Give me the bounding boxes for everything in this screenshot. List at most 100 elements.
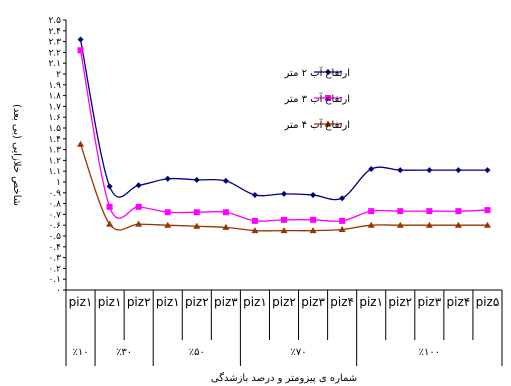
series-point <box>222 209 229 216</box>
series-point <box>425 221 433 228</box>
y-tick-label: ۱.۵ <box>48 124 61 134</box>
category-label: piz۱ <box>69 295 93 309</box>
category-label: piz۳ <box>301 295 325 309</box>
y-tick-label: ۰.۹ <box>48 189 61 199</box>
category-label: piz۱ <box>243 295 267 309</box>
y-tick-label: ۰.۴ <box>48 243 61 253</box>
series-point <box>455 208 462 215</box>
series-point <box>397 208 404 215</box>
series-point <box>193 209 200 216</box>
y-tick-label: ۱.۶ <box>48 113 61 123</box>
category-label: piz۱ <box>156 295 180 309</box>
series-point <box>106 183 113 190</box>
y-tick-label: ۲ <box>56 70 61 80</box>
y-tick-label: ۱.۲ <box>48 156 61 166</box>
y-tick-label: ۲.۵ <box>48 16 61 26</box>
series-point <box>309 227 317 234</box>
series-point <box>310 191 317 198</box>
series-point <box>193 176 200 183</box>
group-label: ٪۱۰ <box>72 347 88 358</box>
y-axis-title: شاخص خلازایی (بی بعد) <box>11 104 22 206</box>
category-label: piz۲ <box>127 295 151 309</box>
series-point <box>455 167 462 174</box>
series-point <box>397 167 404 174</box>
y-tick-label: ۱.۹ <box>48 81 61 91</box>
category-label: piz۵ <box>476 295 500 309</box>
series-point <box>77 47 84 54</box>
x-axis-title: شماره ی پیزومتر و درصد بازشدگی <box>211 372 357 384</box>
series-point <box>339 217 346 224</box>
y-tick-label: ۱.۷ <box>48 102 61 112</box>
group-label: ٪۱۰۰ <box>419 347 440 358</box>
category-label: piz۲ <box>388 295 412 309</box>
category-label: piz۲ <box>185 295 209 309</box>
y-tick-label: ۱.۴ <box>48 135 61 145</box>
series-point <box>77 140 85 147</box>
series-point <box>367 221 375 228</box>
group-label: ٪۵۰ <box>189 347 205 358</box>
category-label: piz۱ <box>98 295 122 309</box>
series-point <box>454 221 462 228</box>
series-point <box>135 203 142 210</box>
y-tick-label: ۲.۳ <box>48 38 61 48</box>
legend-swatch-marker <box>324 120 332 127</box>
legend-swatch-marker <box>325 69 331 75</box>
series-point <box>135 220 143 227</box>
y-tick-label: ۰ <box>56 286 61 296</box>
series-point <box>396 221 404 228</box>
y-tick-label: ۰.۷ <box>48 210 61 220</box>
series-point <box>251 217 258 224</box>
series-point <box>368 166 375 173</box>
series-point <box>281 190 287 197</box>
category-label: piz۳ <box>214 295 238 309</box>
series-point <box>251 191 258 198</box>
y-tick-label: ۲.۲ <box>48 48 61 58</box>
y-tick-label: ۲.۴ <box>48 27 61 37</box>
series-point <box>193 222 201 229</box>
category-label: piz۱ <box>359 295 383 309</box>
legend-label: ارتفاع آب ۳ متر <box>284 92 350 105</box>
series-point <box>251 227 259 234</box>
legend-label: ارتفاع آب ۲ متر <box>284 66 350 79</box>
series-point <box>164 209 171 216</box>
legend-swatch-marker <box>325 95 331 101</box>
series-point <box>426 167 433 174</box>
y-tick-label: ۱.۳ <box>48 146 61 156</box>
series-point <box>164 175 171 182</box>
series-point <box>280 227 288 234</box>
series-point <box>310 216 317 223</box>
series-point <box>281 216 287 223</box>
y-tick-label: ۰.۳ <box>48 254 61 264</box>
group-label: ٪۷۰ <box>290 347 306 358</box>
series-point <box>484 167 491 174</box>
series-point <box>368 208 375 215</box>
series-point <box>338 226 346 233</box>
category-label: piz۴ <box>330 295 354 309</box>
series-point <box>106 220 114 227</box>
y-tick-label: ۲.۱ <box>48 59 61 69</box>
y-tick-label: ۰.۱ <box>48 275 61 285</box>
series-point <box>339 195 346 202</box>
category-label: piz۳ <box>417 295 441 309</box>
series-point <box>483 221 491 228</box>
category-label: piz۲ <box>272 295 296 309</box>
series-point <box>222 223 230 230</box>
y-tick-label: ۰.۲ <box>48 264 61 274</box>
group-label: ٪۳۰ <box>116 347 132 358</box>
y-tick-label: ۱ <box>56 178 61 188</box>
y-tick-label: ۰.۵ <box>48 232 61 242</box>
series-point <box>222 177 229 184</box>
series-point <box>164 221 172 228</box>
series-point <box>106 203 113 210</box>
y-tick-label: ۰.۸ <box>48 200 61 210</box>
series-point <box>484 207 491 214</box>
series-point <box>135 182 142 189</box>
legend-label: ارتفاع آب ۴ متر <box>284 118 350 131</box>
series-point <box>77 36 84 43</box>
y-tick-label: ۱.۱ <box>48 167 61 177</box>
y-tick-label: ۰.۶ <box>48 221 61 231</box>
y-tick-label: ۱.۸ <box>48 92 61 102</box>
series-point <box>426 208 433 215</box>
category-label: piz۴ <box>447 295 471 309</box>
